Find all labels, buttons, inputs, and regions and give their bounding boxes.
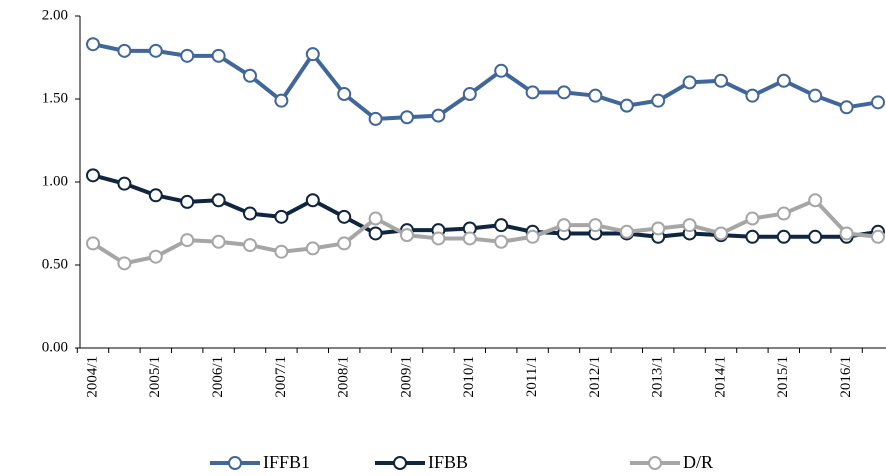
data-point — [525, 229, 540, 244]
data-point — [211, 234, 226, 249]
data-point — [337, 236, 352, 251]
data-point — [305, 193, 320, 208]
x-tick-label: 2004/1 — [84, 356, 100, 398]
data-point — [808, 193, 823, 208]
data-point — [211, 48, 226, 63]
data-point — [368, 226, 383, 241]
data-point — [243, 238, 257, 253]
data-point — [808, 229, 823, 244]
data-point — [368, 111, 383, 126]
data-point — [871, 229, 885, 244]
legend-marker — [393, 456, 407, 470]
legend-label: IFBB — [428, 452, 468, 472]
data-point — [839, 226, 854, 241]
data-point — [337, 209, 352, 224]
data-point — [494, 234, 509, 249]
data-point — [400, 110, 414, 125]
data-point — [180, 233, 195, 248]
legend-marker — [228, 456, 242, 470]
x-tick-label: 2005/1 — [147, 356, 163, 398]
y-tick-label: 0.50 — [42, 256, 68, 272]
data-point — [839, 100, 854, 115]
data-point — [305, 241, 320, 256]
data-point — [557, 218, 571, 233]
data-point — [274, 244, 289, 259]
x-tick-label: 2006/1 — [210, 356, 226, 398]
data-point — [651, 93, 666, 108]
data-point — [274, 209, 289, 224]
x-tick-label: 2012/1 — [587, 356, 603, 398]
data-point — [86, 236, 100, 251]
data-point — [180, 194, 195, 209]
data-point — [400, 228, 414, 243]
data-point — [431, 108, 446, 123]
x-tick-label: 2011/1 — [524, 356, 540, 397]
data-point — [745, 88, 760, 103]
data-point — [243, 206, 257, 221]
data-point — [619, 224, 634, 239]
data-point — [117, 43, 132, 58]
data-point — [808, 88, 823, 103]
series-line — [92, 42, 879, 121]
data-point — [462, 231, 477, 246]
x-tick-label: 2010/1 — [461, 356, 477, 398]
data-point — [682, 218, 697, 233]
x-tick-label: 2013/1 — [650, 356, 666, 398]
data-point — [148, 249, 163, 264]
x-tick-label: 2015/1 — [775, 356, 791, 398]
data-point — [871, 95, 885, 110]
data-point — [745, 229, 760, 244]
x-tick-label: 2009/1 — [398, 356, 414, 398]
data-point — [588, 88, 603, 103]
data-point — [776, 229, 791, 244]
legend-label: IFFB1 — [263, 452, 310, 472]
data-point — [243, 68, 257, 83]
data-point — [776, 206, 791, 221]
x-tick-label: 2007/1 — [273, 356, 289, 398]
y-tick-label: 0.00 — [42, 339, 68, 355]
data-point — [651, 221, 666, 236]
data-point — [619, 98, 634, 113]
legend-label: D/R — [683, 452, 713, 472]
series-line — [91, 198, 879, 266]
data-point — [86, 168, 100, 183]
data-point — [714, 73, 728, 88]
legend-marker — [648, 456, 662, 470]
data-point — [745, 211, 760, 226]
y-tick-label: 1.00 — [42, 173, 68, 189]
data-point — [148, 43, 163, 58]
data-point — [180, 48, 195, 63]
data-point — [117, 176, 132, 191]
data-point — [337, 87, 352, 102]
data-point — [588, 218, 603, 233]
data-point — [117, 256, 132, 271]
y-tick-label: 2.00 — [42, 7, 68, 23]
data-point — [776, 73, 791, 88]
data-point — [557, 85, 571, 100]
series-line — [92, 173, 879, 239]
x-tick-label: 2016/1 — [838, 356, 854, 398]
data-point — [274, 93, 289, 108]
data-point — [305, 47, 320, 62]
x-tick-label: 2014/1 — [712, 356, 728, 398]
data-point — [368, 211, 383, 226]
data-point — [86, 37, 100, 52]
x-tick-label: 2008/1 — [336, 356, 352, 398]
data-point — [525, 85, 540, 100]
data-point — [682, 75, 697, 90]
data-point — [714, 226, 728, 241]
data-point — [494, 218, 509, 233]
data-point — [462, 87, 477, 102]
data-point — [431, 231, 446, 246]
data-point — [148, 188, 163, 203]
data-point — [494, 63, 509, 78]
data-point — [211, 193, 226, 208]
y-tick-label: 1.50 — [42, 90, 68, 106]
